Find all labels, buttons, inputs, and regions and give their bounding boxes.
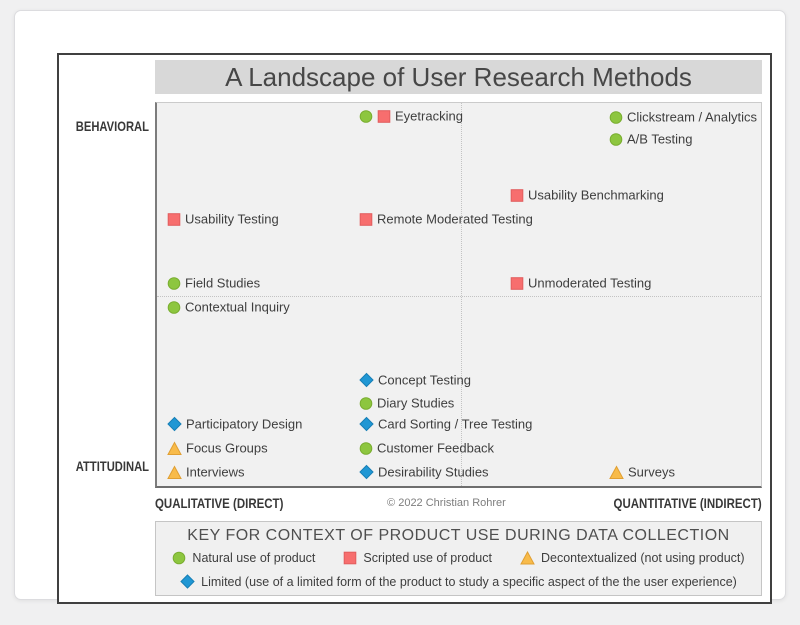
decontextualized-marker-icon: [609, 465, 624, 479]
method-label: Card Sorting / Tree Testing: [378, 416, 533, 432]
scripted-use-marker-icon: [510, 188, 524, 202]
legend-item-label: Limited (use of a limited form of the pr…: [201, 574, 737, 589]
legend-row-2: Limited (use of a limited form of the pr…: [156, 574, 761, 589]
method-label: Unmoderated Testing: [528, 275, 652, 291]
vertical-divider-dotted-line: [461, 103, 462, 486]
legend-item-label: Scripted use of product: [363, 551, 492, 565]
method-label: Concept Testing: [378, 372, 471, 388]
method-label: Surveys: [628, 464, 675, 480]
legend-key-box: KEY FOR CONTEXT OF PRODUCT USE DURING DA…: [155, 521, 762, 596]
method-unmoderated-testing: Unmoderated Testing: [510, 276, 651, 291]
natural-use-marker-icon: [359, 441, 373, 455]
limited-use-marker-icon: [180, 574, 195, 589]
decontextualized-marker-icon: [167, 465, 182, 479]
method-usability-benchmarking: Usability Benchmarking: [510, 188, 664, 203]
legend-item-scripted: Scripted use of product: [343, 551, 492, 565]
legend-item-natural: Natural use of product: [172, 551, 315, 565]
method-label: Eyetracking: [395, 108, 463, 124]
method-label: Diary Studies: [377, 395, 455, 411]
method-label: Usability Benchmarking: [528, 187, 664, 203]
legend-item-label: Decontextualized (not using product): [540, 551, 745, 565]
legend-item-decontextualized: Decontextualized (not using product): [520, 551, 745, 565]
method-field-studies: Field Studies: [167, 276, 260, 291]
scripted-use-marker-icon: [359, 212, 373, 226]
legend-row-1: Natural use of product Scripted use of p…: [156, 551, 761, 565]
method-concept-testing: Concept Testing: [359, 373, 471, 388]
limited-use-marker-icon: [359, 464, 374, 480]
method-diary-studies: Diary Studies: [359, 396, 454, 411]
legend-item-limited: Limited (use of a limited form of the pr…: [180, 574, 737, 589]
method-label: Clickstream / Analytics: [627, 109, 758, 125]
x-axis-label-quantitative: QUANTITATIVE (INDIRECT): [613, 495, 762, 511]
method-eyetracking: Eyetracking: [359, 109, 463, 124]
method-customer-feedback: Customer Feedback: [359, 441, 494, 456]
method-label: Field Studies: [185, 275, 261, 291]
method-desirability-studies: Desirability Studies: [359, 465, 489, 480]
y-axis-label-attitudinal: ATTITUDINAL: [75, 458, 149, 474]
page-title-text: A Landscape of User Research Methods: [225, 61, 692, 92]
method-card-sorting-tree-testing: Card Sorting / Tree Testing: [359, 417, 532, 432]
natural-use-marker-icon: [167, 276, 181, 290]
method-interviews: Interviews: [167, 465, 245, 480]
method-focus-groups: Focus Groups: [167, 441, 268, 456]
copyright-text: © 2022 Christian Rohrer: [387, 497, 506, 509]
method-surveys: Surveys: [609, 465, 675, 480]
method-ab-testing: A/B Testing: [609, 132, 693, 147]
natural-use-marker-icon: [173, 551, 186, 565]
method-clickstream-analytics: Clickstream / Analytics: [609, 110, 757, 125]
natural-use-marker-icon: [167, 300, 181, 314]
limited-use-marker-icon: [167, 416, 182, 432]
method-usability-testing: Usability Testing: [167, 212, 279, 227]
scripted-use-marker-icon: [344, 551, 357, 565]
limited-use-marker-icon: [359, 372, 374, 388]
natural-use-marker-icon: [359, 396, 373, 410]
decontextualized-marker-icon: [520, 551, 535, 565]
x-axis-row: QUALITATIVE (DIRECT) © 2022 Christian Ro…: [155, 493, 762, 513]
legend-key-title: KEY FOR CONTEXT OF PRODUCT USE DURING DA…: [187, 527, 730, 544]
method-label: Usability Testing: [185, 211, 279, 227]
method-label: Focus Groups: [186, 440, 268, 456]
quadrant-plot-area: Eyetracking Clickstream / Analytics A/B …: [155, 102, 762, 488]
method-label: Contextual Inquiry: [185, 299, 290, 315]
method-participatory-design: Participatory Design: [167, 417, 302, 432]
method-label: Remote Moderated Testing: [377, 211, 533, 227]
natural-use-marker-icon: [359, 109, 373, 123]
page-title: A Landscape of User Research Methods: [155, 60, 762, 94]
method-label: A/B Testing: [627, 131, 693, 147]
natural-use-marker-icon: [609, 110, 623, 124]
horizontal-divider-dotted-line: [157, 296, 761, 297]
limited-use-marker-icon: [359, 416, 374, 432]
diagram-card: A Landscape of User Research Methods BEH…: [14, 10, 786, 604]
method-label: Participatory Design: [186, 416, 303, 432]
scripted-use-marker-icon: [377, 109, 391, 123]
scripted-use-marker-icon: [510, 276, 524, 290]
method-label: Interviews: [186, 464, 245, 480]
method-label: Desirability Studies: [378, 464, 489, 480]
method-contextual-inquiry: Contextual Inquiry: [167, 300, 290, 315]
legend-item-label: Natural use of product: [192, 551, 316, 565]
method-remote-moderated-testing: Remote Moderated Testing: [359, 212, 533, 227]
scripted-use-marker-icon: [167, 212, 181, 226]
natural-use-marker-icon: [609, 132, 623, 146]
x-axis-label-qualitative: QUALITATIVE (DIRECT): [155, 495, 284, 511]
decontextualized-marker-icon: [167, 441, 182, 455]
y-axis-label-behavioral: BEHAVIORAL: [75, 118, 149, 134]
method-label: Customer Feedback: [377, 440, 495, 456]
